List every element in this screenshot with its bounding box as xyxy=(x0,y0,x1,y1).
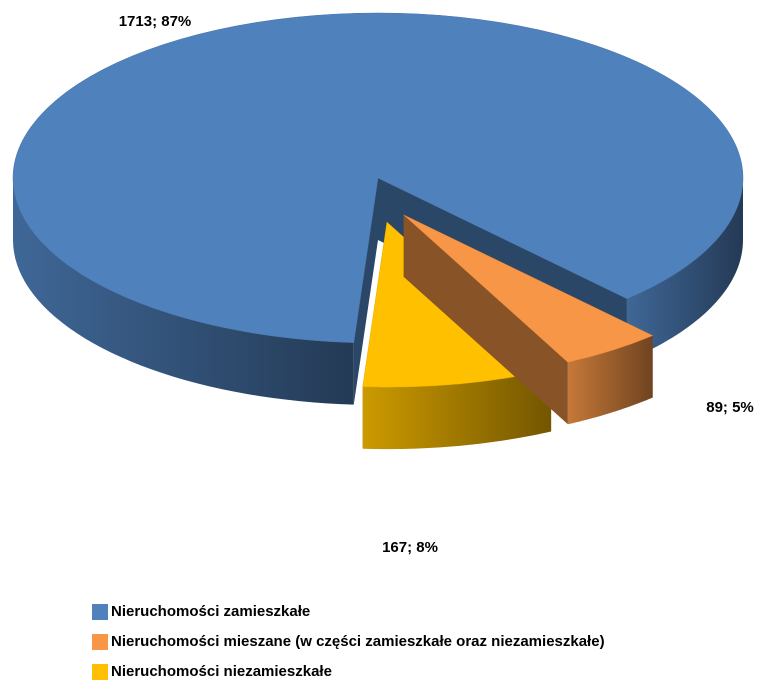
legend-swatch xyxy=(92,634,108,650)
slice-side xyxy=(626,178,743,361)
legend-swatch xyxy=(92,604,108,620)
slice-top xyxy=(12,12,744,343)
slice-top xyxy=(403,214,654,363)
slice-wall xyxy=(403,214,568,425)
data-label: 167; 8% xyxy=(382,539,438,556)
legend-swatch xyxy=(92,664,108,680)
slice-wall xyxy=(353,178,378,405)
slice-side xyxy=(362,369,552,450)
slice-side xyxy=(567,335,653,425)
legend-label: Nieruchomości zamieszkałe xyxy=(111,603,310,620)
pie-slice xyxy=(403,214,654,425)
legend-label: Nieruchomości mieszane (w części zamiesz… xyxy=(111,633,605,650)
data-label: 1713; 87% xyxy=(119,13,192,30)
data-label: 89; 5% xyxy=(706,399,754,416)
slice-side xyxy=(13,178,354,405)
legend-label: Nieruchomości niezamieszkałe xyxy=(111,663,332,680)
